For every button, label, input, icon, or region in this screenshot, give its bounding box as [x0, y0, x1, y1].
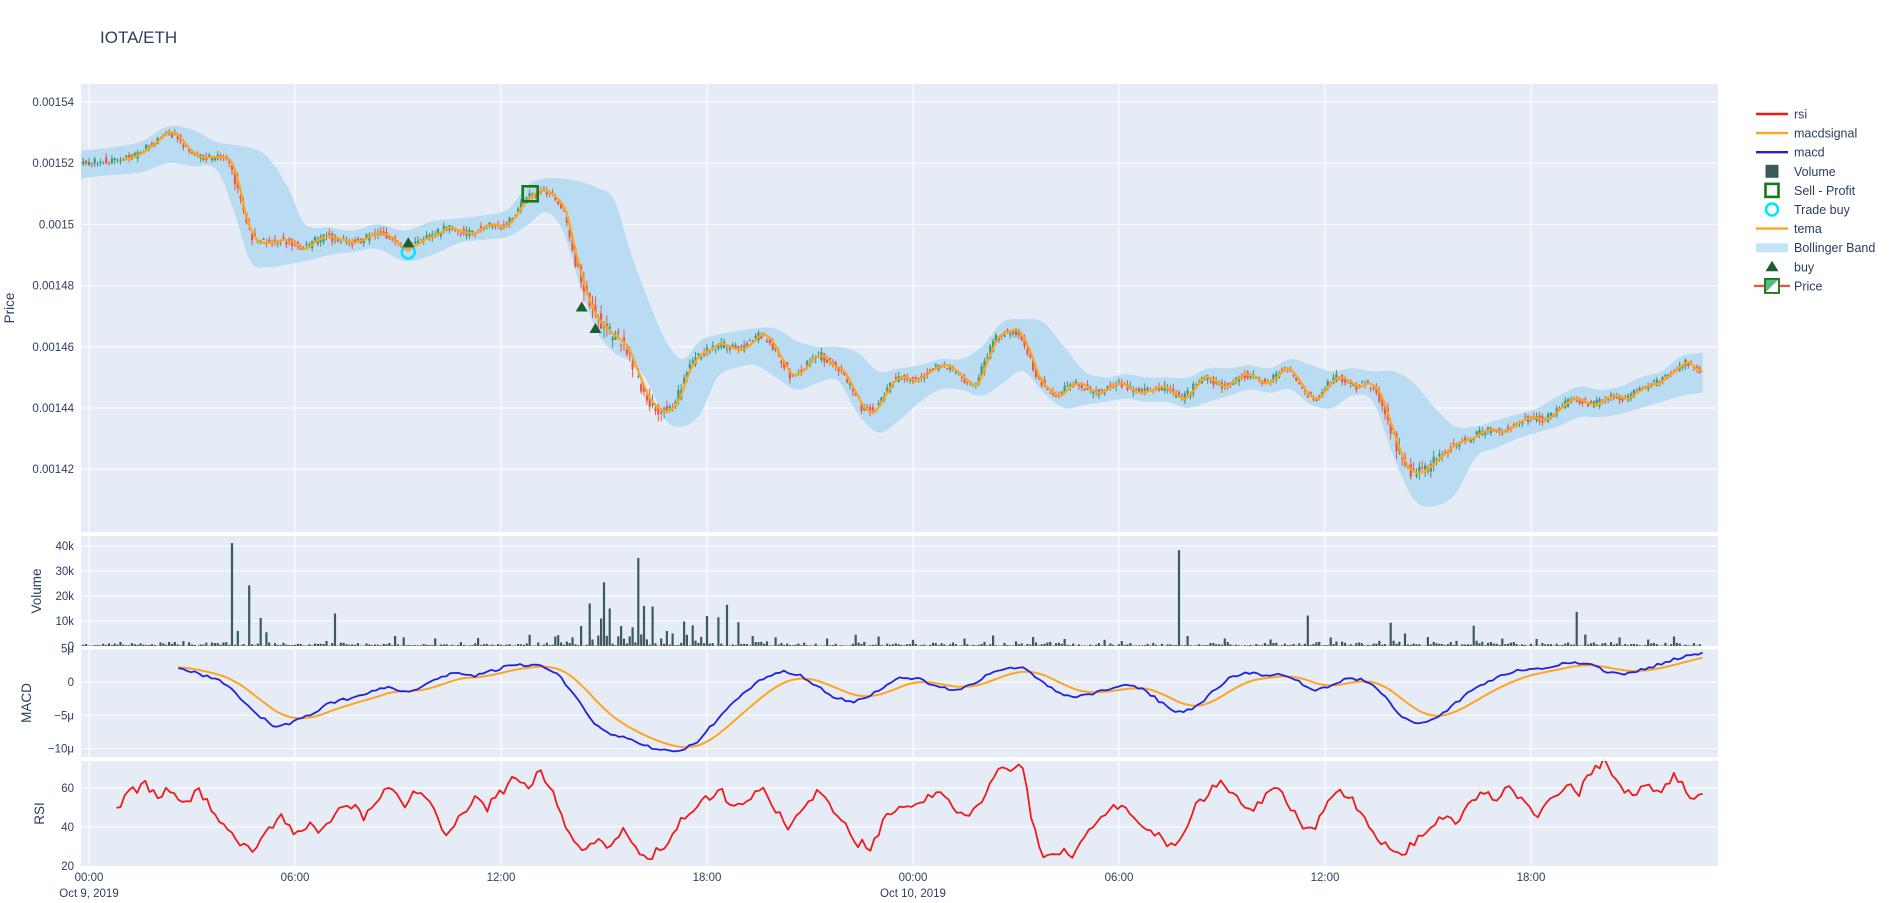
- price-panel[interactable]: [81, 84, 1718, 532]
- volume-axis-title: Volume: [29, 568, 44, 613]
- legend-item-label: Sell - Profit: [1794, 184, 1856, 198]
- price-axis-title: Price: [2, 293, 17, 324]
- legend-item-label: Volume: [1794, 165, 1836, 179]
- svg-text:60: 60: [61, 783, 74, 795]
- legend-item-macdsignal[interactable]: macdsignal: [1756, 127, 1857, 141]
- svg-text:06:00: 06:00: [281, 872, 310, 884]
- legend-item-label: buy: [1794, 260, 1815, 274]
- svg-text:0.00152: 0.00152: [32, 158, 74, 170]
- svg-text:18:00: 18:00: [693, 872, 722, 884]
- svg-text:0.00154: 0.00154: [32, 97, 74, 109]
- svg-text:00:00: 00:00: [899, 872, 928, 884]
- svg-text:0.00142: 0.00142: [32, 464, 74, 476]
- svg-text:40: 40: [61, 822, 74, 834]
- volume-bars: [81, 543, 1701, 646]
- legend-item-tema[interactable]: tema: [1756, 222, 1822, 236]
- legend-item-macd[interactable]: macd: [1756, 146, 1825, 160]
- svg-text:20k: 20k: [55, 591, 74, 603]
- legend-item-buy[interactable]: buy: [1765, 260, 1815, 274]
- rsi-panel[interactable]: [81, 761, 1718, 866]
- legend-item-sell-profit[interactable]: Sell - Profit: [1764, 182, 1856, 199]
- volume-panel[interactable]: [81, 536, 1718, 646]
- svg-text:0.00146: 0.00146: [32, 342, 74, 354]
- svg-text:0.00148: 0.00148: [32, 281, 74, 293]
- legend: rsi macdsignal macd Volume Sell - Profit Trad…: [1754, 108, 1875, 294]
- bollinger-band: [81, 125, 1703, 507]
- macdsignal-line: [178, 656, 1703, 749]
- svg-text:−5μ: −5μ: [54, 710, 74, 722]
- chart-title: IOTA/ETH: [100, 28, 178, 47]
- legend-item-trade-buy[interactable]: Trade buy: [1764, 202, 1851, 217]
- svg-text:10k: 10k: [55, 616, 74, 628]
- axis-labels: 0.00154 0.00152 0.0015 0.00148 0.00146 0.0014…: [32, 97, 1545, 900]
- svg-text:5μ: 5μ: [61, 644, 74, 656]
- svg-text:20: 20: [61, 861, 74, 873]
- svg-text:12:00: 12:00: [487, 872, 516, 884]
- trade-markers: [400, 185, 602, 333]
- legend-item-label: Price: [1794, 279, 1823, 293]
- buy-marker: [575, 301, 588, 312]
- svg-text:0: 0: [68, 677, 74, 689]
- legend-item-label: Bollinger Band: [1794, 241, 1875, 255]
- macd-axis-title: MACD: [19, 683, 34, 723]
- svg-text:18:00: 18:00: [1517, 872, 1546, 884]
- gridlines: [81, 84, 1718, 866]
- buy-marker: [402, 237, 415, 248]
- axis-titles: Price Volume MACD RSI: [2, 293, 47, 825]
- legend-item-price[interactable]: Price: [1754, 277, 1823, 294]
- legend-item-label: rsi: [1794, 108, 1807, 122]
- svg-text:0.0015: 0.0015: [39, 219, 74, 231]
- rsi-axis-title: RSI: [32, 802, 47, 825]
- rsi-line: [116, 761, 1703, 860]
- legend-item-label: tema: [1794, 222, 1822, 236]
- svg-text:12:00: 12:00: [1311, 872, 1340, 884]
- svg-text:−10μ: −10μ: [48, 744, 74, 756]
- legend-item-label: Trade buy: [1794, 203, 1851, 217]
- macd-lines: [178, 651, 1704, 753]
- svg-text:Oct 10, 2019: Oct 10, 2019: [880, 888, 946, 900]
- legend-item-bollinger-band[interactable]: Bollinger Band: [1756, 241, 1875, 255]
- svg-text:40k: 40k: [55, 541, 74, 553]
- legend-item-label: macd: [1794, 146, 1825, 160]
- legend-item-rsi[interactable]: rsi: [1756, 108, 1807, 122]
- legend-item-volume[interactable]: Volume: [1765, 164, 1836, 179]
- legend-item-label: macdsignal: [1794, 127, 1857, 141]
- buy-marker: [589, 322, 602, 333]
- svg-text:0: 0: [68, 641, 74, 653]
- svg-text:Oct 9, 2019: Oct 9, 2019: [59, 888, 118, 900]
- svg-text:00:00: 00:00: [75, 872, 104, 884]
- macd-line: [178, 651, 1704, 753]
- tema-line: [122, 131, 1704, 474]
- svg-text:0.00144: 0.00144: [32, 403, 74, 415]
- sell-profit-marker: [521, 185, 539, 203]
- svg-text:06:00: 06:00: [1105, 872, 1134, 884]
- svg-text:30k: 30k: [55, 566, 74, 578]
